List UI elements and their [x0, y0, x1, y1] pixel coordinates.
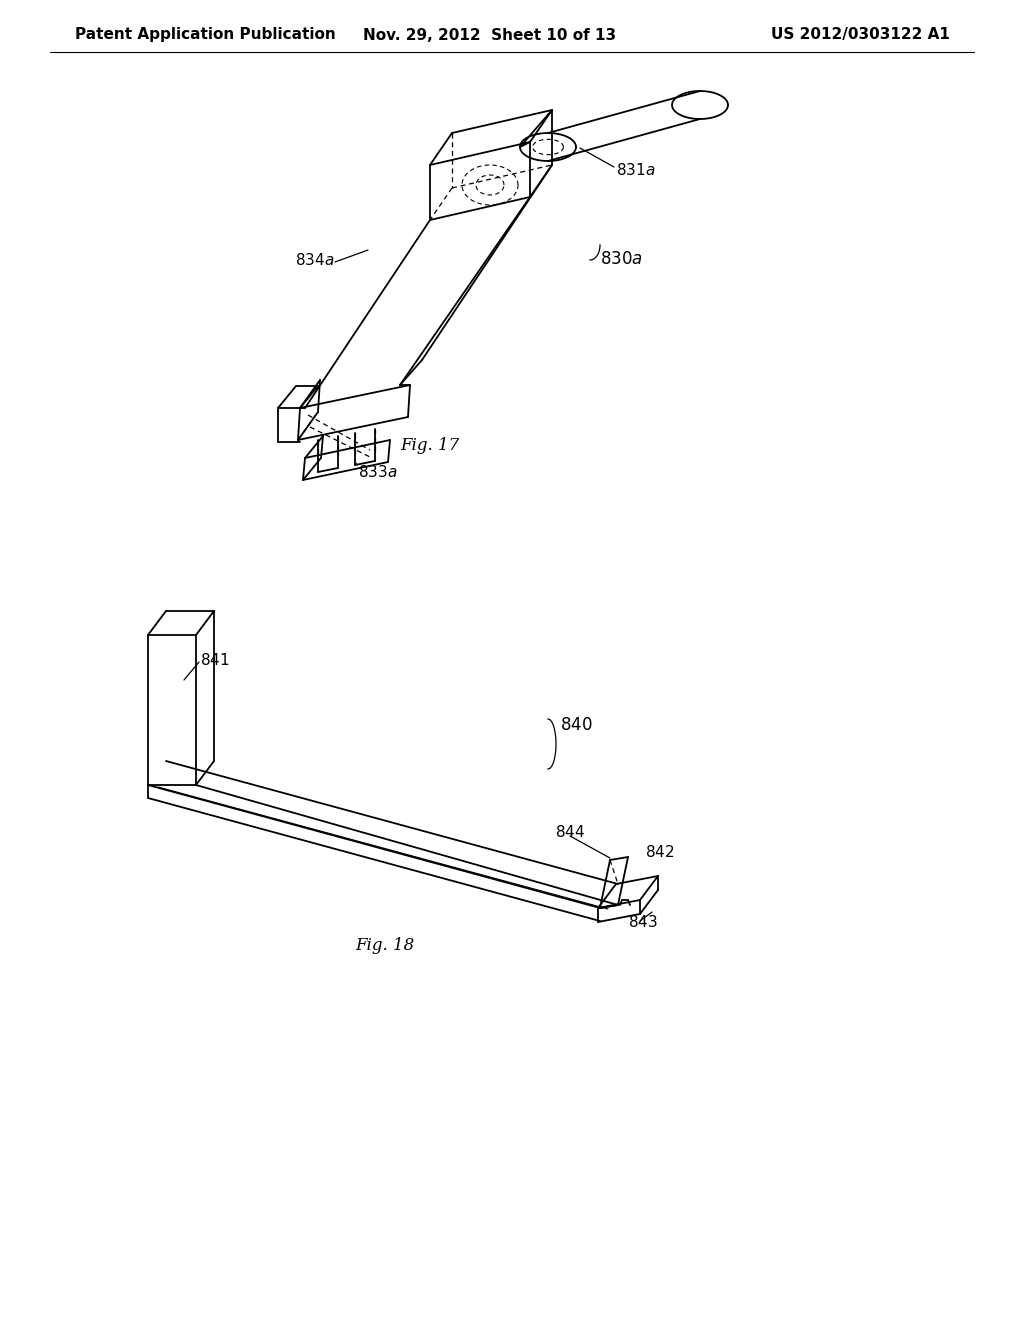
Text: $833a$: $833a$: [358, 465, 397, 480]
Text: Fig. 17: Fig. 17: [400, 437, 460, 454]
Text: $830a$: $830a$: [600, 252, 643, 268]
Text: Patent Application Publication: Patent Application Publication: [75, 28, 336, 42]
Text: $842$: $842$: [645, 843, 675, 861]
Text: Nov. 29, 2012  Sheet 10 of 13: Nov. 29, 2012 Sheet 10 of 13: [364, 28, 616, 42]
Text: $840$: $840$: [560, 717, 593, 734]
Text: Fig. 18: Fig. 18: [355, 937, 415, 954]
Text: US 2012/0303122 A1: US 2012/0303122 A1: [771, 28, 950, 42]
Text: $844$: $844$: [555, 824, 585, 840]
Text: $843$: $843$: [628, 913, 657, 931]
Text: $841$: $841$: [200, 652, 229, 668]
Text: $831a$: $831a$: [616, 162, 655, 178]
Text: $834a$: $834a$: [295, 252, 335, 268]
